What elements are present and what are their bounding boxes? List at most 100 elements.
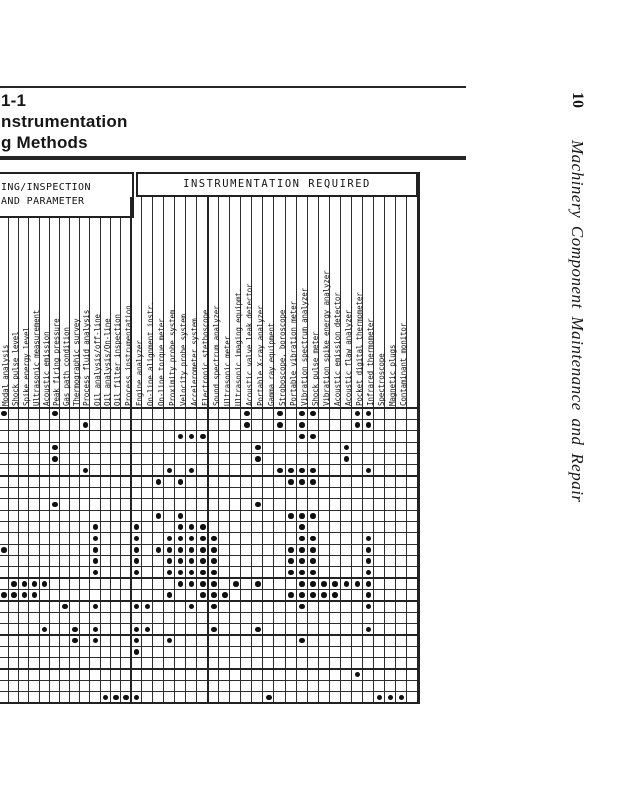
matrix-dot [166, 535, 173, 542]
matrix-dot [310, 592, 316, 598]
matrix-dot [188, 558, 195, 564]
matrix-dot [113, 694, 119, 701]
grid-line [0, 679, 420, 681]
matrix-dot [144, 603, 151, 610]
matrix-column [142, 197, 154, 703]
matrix-dot [365, 535, 372, 542]
matrix-dot [255, 444, 261, 451]
matrix-dot [365, 422, 372, 428]
matrix-dot [365, 467, 372, 474]
column-label: Acoustic emission [41, 331, 51, 406]
matrix-column [275, 197, 286, 703]
matrix-dot [1, 592, 7, 598]
column-label: Acoustic valve leak detector [244, 283, 254, 406]
matrix-dot [92, 626, 99, 632]
column-label: Shock pulse meter [311, 331, 321, 406]
matrix-dot [299, 422, 305, 428]
matrix-dot [299, 581, 305, 587]
matrix-dot [310, 513, 316, 519]
matrix-dot [31, 581, 38, 587]
matrix-dot [133, 558, 140, 564]
matrix-dot [299, 535, 305, 542]
matrix-dot [200, 547, 206, 553]
grid-line [0, 430, 420, 432]
matrix-dot [200, 558, 206, 564]
matrix-dot [155, 547, 162, 553]
matrix-dot [92, 524, 99, 530]
matrix-dot [92, 558, 99, 564]
matrix-dot [387, 694, 394, 701]
grid-line [0, 509, 420, 511]
matrix-column [319, 197, 330, 703]
column-label: Gamma ray equipment [267, 322, 277, 406]
section-divider-line [129, 197, 132, 703]
matrix-dot [310, 581, 316, 587]
matrix-dot [310, 569, 316, 576]
column-label: Stroboscope, boroscope [278, 309, 288, 406]
grid-line [0, 691, 420, 693]
matrix-column [263, 197, 275, 703]
grid-line [0, 418, 420, 420]
column-label: Portable vibration meter [289, 301, 299, 406]
matrix-dot [211, 547, 217, 553]
column-label: On-line alignment instr. [145, 301, 155, 406]
column-label: Pocket digital thermometer [355, 292, 365, 406]
matrix-dot [123, 694, 129, 701]
matrix-column [363, 197, 374, 703]
matrix-dot [310, 479, 316, 485]
matrix-column [0, 218, 10, 703]
matrix-column [330, 197, 341, 703]
grid-line [0, 498, 420, 500]
matrix-dot [365, 603, 372, 610]
matrix-dot [155, 479, 162, 485]
column-label: Spectroscope [377, 353, 387, 406]
matrix-dot [277, 467, 283, 474]
matrix-dot [144, 626, 151, 632]
matrix-dot [321, 581, 327, 587]
matrix-column [101, 218, 111, 703]
matrix-dot [255, 626, 261, 632]
matrix-dot [188, 581, 195, 587]
grid-line [0, 657, 420, 659]
matrix-dot [200, 581, 206, 587]
matrix-dot [177, 513, 184, 519]
matrix-dot [177, 581, 184, 587]
matrix-dot [177, 535, 184, 542]
matrix-dot [133, 637, 140, 644]
matrix-dot [299, 547, 305, 553]
matrix-dot [133, 694, 140, 701]
matrix-dot [188, 467, 195, 474]
column-label: Oil analysis/On-line [102, 318, 112, 406]
matrix-dot [211, 592, 217, 598]
grid-line [0, 566, 420, 568]
matrix-column [153, 197, 165, 703]
column-label: Ultrasonic measurement [31, 309, 41, 406]
matrix-dot [299, 603, 305, 610]
matrix-column [219, 197, 231, 703]
column-label: Gas path condition [62, 327, 72, 406]
matrix-dot [188, 433, 195, 440]
matrix-column [252, 197, 264, 703]
matrix-dot [288, 479, 294, 485]
matrix-dot [310, 467, 316, 474]
running-head: Machinery Component Maintenance and Repa… [568, 140, 587, 503]
matrix-column [90, 218, 101, 703]
matrix-dot [365, 592, 372, 598]
matrix-column [308, 197, 319, 703]
matrix-dot [155, 513, 162, 519]
matrix-column [297, 197, 308, 703]
column-label: Spike energy level [21, 327, 31, 406]
matrix-dot [321, 592, 327, 598]
matrix-column [175, 197, 187, 703]
column-label: On-line torque meter [156, 318, 166, 406]
matrix-dot [52, 456, 58, 462]
matrix-column [230, 197, 242, 703]
matrix-dot [31, 592, 38, 598]
matrix-column [241, 197, 253, 703]
matrix-column [80, 218, 91, 703]
left-header-line-1: ING/INSPECTION [1, 182, 91, 193]
matrix-dot [177, 547, 184, 553]
matrix-dot [365, 558, 372, 564]
matrix-dot [310, 558, 316, 564]
matrix-dot [255, 456, 261, 462]
